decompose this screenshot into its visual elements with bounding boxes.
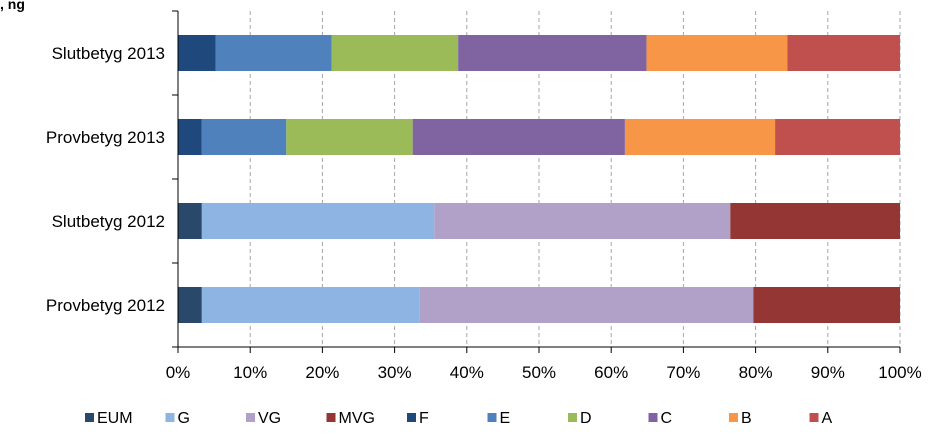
bar-segment [787,35,900,71]
bar-segment [775,119,900,155]
bar-segment [201,203,435,239]
x-tick-label: 70% [666,363,700,382]
x-tick-label: 20% [305,363,339,382]
legend-swatch [648,413,658,422]
bar-segment [178,35,216,71]
category-label: Provbetyg 2012 [46,296,165,315]
bar-segment [201,287,420,323]
bar-segment [178,119,202,155]
legend-swatch [729,413,738,422]
bar-segment [434,203,731,239]
legend-swatch [487,413,497,422]
legend-label: G [178,410,190,427]
bar-segment [419,287,754,323]
legend-swatch [85,413,94,422]
legend-swatch [568,413,577,422]
legend-label: F [419,410,429,427]
bar-segment [178,287,202,323]
bar-segment [331,35,459,71]
legend-label: EUM [97,410,133,427]
legend-swatch [326,413,336,422]
bar-segment [178,203,202,239]
x-tick-label: 100% [878,363,921,382]
legend-label: D [580,410,592,427]
category-label: Slutbetyg 2012 [52,212,165,231]
bar-segment [624,119,776,155]
bar-segment [286,119,413,155]
category-label: Provbetyg 2013 [46,128,165,147]
legend-swatch [809,413,819,422]
x-tick-label: 90% [811,363,845,382]
x-tick-label: 80% [739,363,773,382]
legend-label: C [661,410,673,427]
x-tick-label: 60% [594,363,628,382]
bar-segment [730,203,900,239]
bar-segment [753,287,900,323]
x-tick-label: 30% [378,363,412,382]
bar-segment [215,35,332,71]
bar-segment [646,35,788,71]
legend-label: MVG [339,410,375,427]
legend-label: A [822,410,833,427]
x-tick-label: 40% [450,363,484,382]
legend-swatch [407,413,416,422]
bar-segment [201,119,287,155]
legend-label: B [741,410,752,427]
legend-swatch [165,413,175,422]
x-tick-label: 10% [233,363,267,382]
x-tick-label: 50% [522,363,556,382]
x-tick-label: 0% [166,363,191,382]
bar-segment [458,35,647,71]
legend-label: E [500,410,511,427]
category-label: Slutbetyg 2013 [52,44,165,63]
legend-label: VG [258,410,281,427]
header-fragment: , ng [0,0,25,12]
legend-swatch [246,413,255,422]
bar-segment [412,119,625,155]
